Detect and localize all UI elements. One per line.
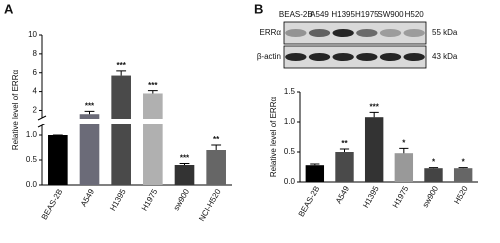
- bar: [394, 153, 414, 182]
- significance: ***: [180, 154, 190, 163]
- y-tick-label: 0.0: [26, 180, 38, 189]
- error-bar: [310, 163, 320, 166]
- y-tick-label: 1.0: [284, 117, 296, 126]
- lane-label: H1975: [355, 10, 379, 19]
- y-tick-label: 2: [33, 106, 38, 115]
- blot-band: [379, 53, 402, 61]
- significance: ***: [116, 61, 126, 70]
- panel-label: B: [254, 1, 263, 16]
- bar: [335, 152, 354, 182]
- x-tick-label: BEAS-2B: [297, 185, 322, 219]
- x-tick-label: H1975: [391, 184, 411, 209]
- x-tick-label: H520: [452, 184, 470, 206]
- panel-label: A: [4, 1, 14, 16]
- error-bar: [84, 110, 95, 115]
- bar: [206, 150, 226, 185]
- bar: [424, 168, 443, 182]
- bar: [174, 165, 195, 185]
- break-gap: [43, 119, 233, 124]
- error-bar: [116, 70, 127, 76]
- x-tick-label: sw900: [172, 187, 192, 212]
- bar: [305, 165, 325, 182]
- significance: **: [341, 139, 348, 148]
- row-label: β-actin: [257, 52, 281, 61]
- error-bar: [179, 163, 190, 165]
- blot-band: [356, 29, 378, 37]
- lane-label: BEAS-2B: [279, 10, 313, 19]
- significance: ***: [85, 102, 95, 111]
- error-bar: [458, 167, 468, 169]
- significance: **: [213, 135, 220, 144]
- y-tick-label: 6: [33, 68, 38, 77]
- blot-band: [285, 53, 307, 61]
- blot-band: [403, 53, 425, 61]
- error-bar: [147, 90, 158, 94]
- axis-break: [37, 115, 47, 121]
- y-tick-label: 0.0: [284, 177, 296, 186]
- x-tick-label: H1395: [108, 187, 128, 212]
- blot-row: [283, 21, 427, 45]
- y-tick-label: 0.5: [26, 155, 38, 164]
- blot-band: [332, 53, 354, 61]
- error-bar: [339, 148, 350, 152]
- blot-band: [332, 29, 354, 37]
- bar: [79, 114, 100, 185]
- lane-label: A549: [310, 10, 329, 19]
- error-bar: [399, 147, 409, 154]
- y-tick-label: 1.5: [284, 87, 296, 96]
- x-tick-label: sw900: [421, 184, 441, 209]
- bar: [48, 135, 68, 185]
- error-bar: [428, 167, 439, 169]
- significance: *: [432, 158, 436, 167]
- y-tick-label: 1.0: [26, 130, 38, 139]
- y-tick-label: 8: [33, 49, 38, 58]
- blot-row: [283, 45, 427, 69]
- x-tick-label: BEAS-2B: [40, 188, 65, 222]
- blot-band: [403, 29, 425, 37]
- y-tick-label: 10: [28, 30, 37, 39]
- bar: [111, 75, 131, 185]
- lane-label: H520: [405, 10, 425, 19]
- size-label: 55 kDa: [432, 28, 458, 37]
- significance: ***: [369, 103, 379, 112]
- blot-band: [285, 29, 307, 37]
- bar: [453, 168, 473, 182]
- x-tick-label: A549: [334, 184, 351, 205]
- x-tick-label: NCI-H520: [197, 187, 223, 223]
- row-label: ERRα: [259, 28, 281, 37]
- significance: *: [462, 158, 466, 167]
- bar: [364, 117, 384, 182]
- error-bar: [369, 111, 379, 118]
- bar: [143, 93, 163, 185]
- lane-label: SW900: [377, 10, 404, 19]
- blot-band: [356, 53, 378, 61]
- y-tick-label: 0.5: [284, 147, 296, 156]
- x-tick-label: A549: [79, 187, 96, 208]
- lane-label: H1395: [331, 10, 355, 19]
- y-axis-label: Relative level of ERRα: [269, 97, 278, 178]
- significance: *: [402, 139, 406, 148]
- error-bar: [211, 144, 222, 150]
- y-axis-label: Relative level of ERRα: [11, 70, 20, 151]
- y-tick-label: 4: [33, 87, 38, 96]
- x-tick-label: H1395: [361, 184, 381, 209]
- blot-band: [308, 53, 331, 61]
- blot-band: [308, 29, 331, 37]
- size-label: 43 kDa: [432, 52, 458, 61]
- blot-band: [379, 29, 402, 37]
- x-tick-label: H1975: [140, 187, 160, 212]
- significance: ***: [148, 81, 158, 90]
